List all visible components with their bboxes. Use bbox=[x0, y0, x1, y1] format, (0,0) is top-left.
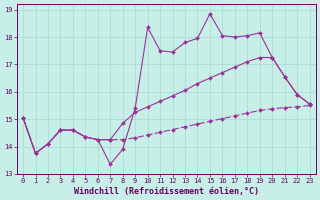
X-axis label: Windchill (Refroidissement éolien,°C): Windchill (Refroidissement éolien,°C) bbox=[74, 187, 259, 196]
